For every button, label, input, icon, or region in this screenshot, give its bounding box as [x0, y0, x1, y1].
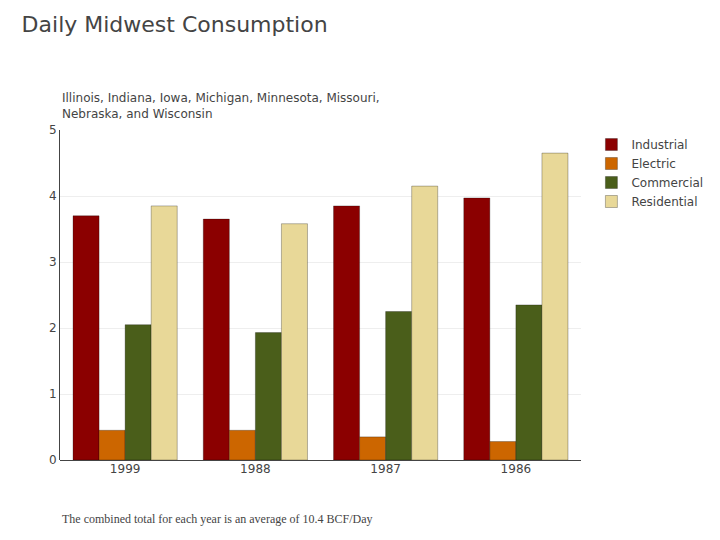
svg-text:Commercial: Commercial — [631, 176, 703, 190]
svg-text:0: 0 — [49, 453, 57, 467]
svg-text:Electric: Electric — [631, 157, 675, 171]
svg-text:2: 2 — [49, 321, 57, 335]
svg-text:4: 4 — [49, 189, 57, 203]
svg-text:1: 1 — [49, 387, 57, 401]
svg-text:1987: 1987 — [370, 462, 401, 476]
svg-text:Daily Midwest Consumption: Daily Midwest Consumption — [22, 12, 328, 37]
svg-text:Residential: Residential — [631, 195, 697, 209]
svg-text:Illinois, Indiana, Iowa, Michi: Illinois, Indiana, Iowa, Michigan, Minne… — [62, 91, 380, 121]
svg-text:1986: 1986 — [501, 462, 532, 476]
svg-text:3: 3 — [49, 255, 57, 269]
svg-text:Industrial: Industrial — [631, 138, 687, 152]
svg-text:The combined total for each ye: The combined total for each year is an a… — [62, 512, 373, 526]
svg-text:1999: 1999 — [110, 462, 141, 476]
svg-text:5: 5 — [49, 123, 57, 137]
svg-text:1988: 1988 — [240, 462, 271, 476]
